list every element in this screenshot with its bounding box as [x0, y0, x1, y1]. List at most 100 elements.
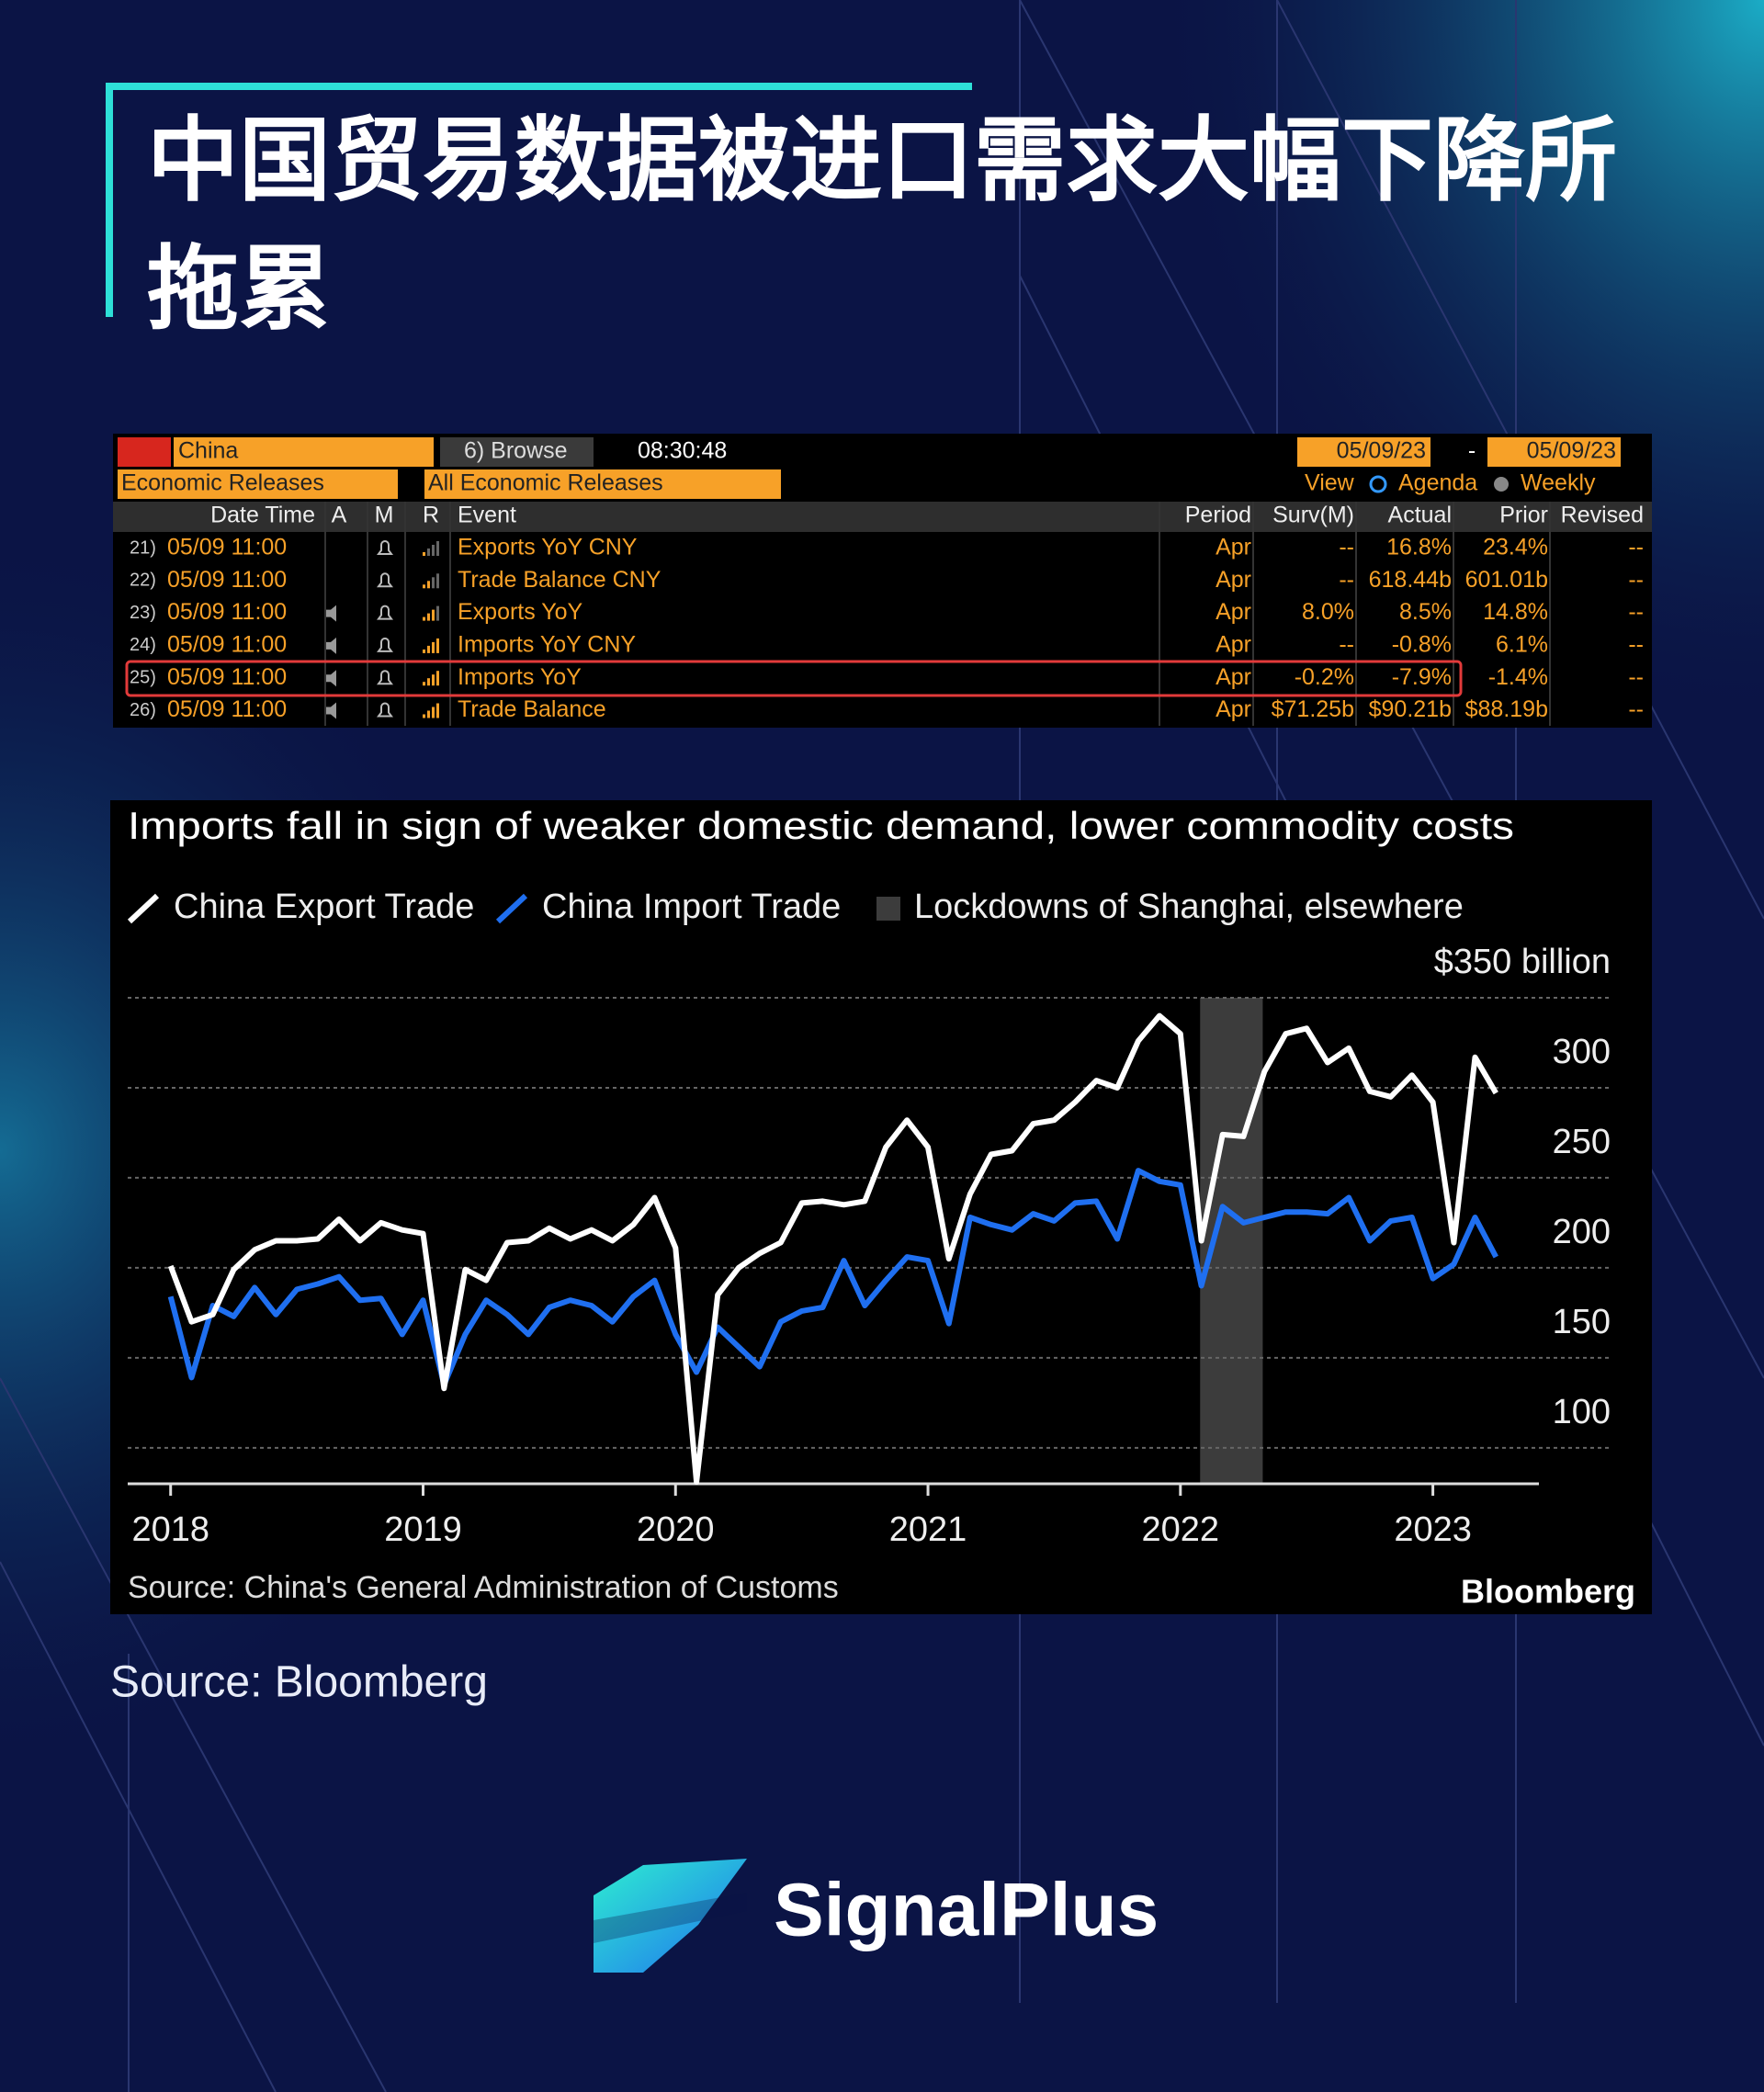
dropdown [424, 469, 781, 499]
flag [118, 437, 171, 467]
x-tick-label: 2019 [384, 1510, 462, 1549]
bars-icon [427, 710, 430, 718]
bars-icon [423, 616, 425, 621]
cell: 24) [130, 635, 156, 655]
bars-icon [436, 573, 439, 589]
cell: 601.01b [1465, 567, 1548, 593]
cell: Trade Balance [458, 696, 606, 722]
y-tick-label: 200 [1553, 1213, 1611, 1251]
column-label: A [332, 503, 347, 528]
cell: -- [1339, 632, 1354, 658]
end-date: 05/09/23 [1527, 438, 1616, 464]
title-bar [106, 83, 113, 317]
dropdown [118, 469, 398, 499]
x-tick-label: 2021 [889, 1510, 967, 1549]
bars-icon [432, 577, 435, 589]
bars-icon [436, 703, 439, 718]
bars-icon [423, 714, 425, 718]
bars-icon [436, 638, 439, 653]
cell: Imports YoY [458, 664, 582, 690]
cell: Trade Balance CNY [458, 567, 662, 593]
shade [1200, 998, 1263, 1484]
series-line [167, 1012, 1498, 1485]
logo-text: SignalPlus [774, 1869, 1159, 1952]
logo-icon [594, 1859, 747, 1973]
cell: 16.8% [1386, 535, 1452, 560]
cell: -- [1628, 632, 1644, 658]
column-label: Surv(M) [1272, 503, 1354, 528]
cell: 23.4% [1483, 535, 1548, 560]
speaker-icon [326, 637, 336, 654]
bars-icon [427, 678, 430, 686]
bars-icon [423, 584, 425, 589]
cell: -0.2% [1295, 664, 1354, 690]
weekly: Weekly [1521, 470, 1596, 496]
speaker-icon [326, 670, 336, 687]
bell-icon [377, 605, 393, 620]
cell: -- [1628, 696, 1644, 722]
view: View [1305, 470, 1355, 496]
cell: Apr [1216, 664, 1251, 690]
cell: $71.25b [1272, 696, 1354, 722]
legend-swatch [876, 897, 900, 921]
cell: Exports YoY [458, 599, 583, 625]
cell: 05/09 11:00 [167, 599, 287, 625]
y-tick-label: 100 [1553, 1393, 1611, 1431]
brand: Bloomberg [1461, 1573, 1635, 1611]
y-tick-label: $350 billion [1434, 943, 1611, 981]
column-label: Period [1185, 503, 1251, 528]
separator: - [1468, 438, 1476, 464]
legend-swatch [495, 893, 528, 924]
cell: -- [1339, 567, 1354, 593]
cell: -0.8% [1392, 632, 1452, 658]
column-label: R [423, 503, 439, 528]
bars-icon [423, 682, 425, 686]
column-label: Event [458, 503, 516, 528]
column-label: Prior [1499, 503, 1548, 528]
button [440, 437, 594, 467]
cell: 8.0% [1302, 599, 1354, 625]
bars-icon [423, 552, 425, 556]
cell: $90.21b [1369, 696, 1452, 722]
radio [1369, 475, 1387, 493]
cell: Apr [1216, 535, 1251, 560]
x-tick-label: 2023 [1394, 1510, 1472, 1549]
bars-icon [432, 707, 435, 718]
legend-label: China Export Trade [174, 888, 474, 926]
x-tick-label: 2018 [131, 1510, 209, 1549]
cell: 05/09 11:00 [167, 696, 287, 722]
bars-icon [432, 674, 435, 686]
cell: 618.44b [1369, 567, 1452, 593]
field [174, 437, 434, 467]
highlight-box [125, 660, 1463, 697]
bars-icon [436, 605, 439, 621]
bell-icon [377, 572, 393, 588]
cell: -- [1628, 535, 1644, 560]
bell-icon [377, 702, 393, 718]
chart-source: Source: China's General Administration o… [128, 1570, 839, 1605]
bars-icon [432, 545, 435, 556]
chart-panel [110, 800, 1652, 1614]
column-label: Actual [1388, 503, 1452, 528]
country: China [178, 438, 238, 464]
cell: Imports YoY CNY [458, 632, 636, 658]
cell: 22) [130, 571, 156, 591]
menu: Economic Releases [121, 470, 324, 496]
cell: 05/09 11:00 [167, 567, 287, 593]
bars-icon [432, 641, 435, 653]
bell-icon [377, 670, 393, 685]
bars-icon [432, 609, 435, 621]
column-label: Revised [1561, 503, 1644, 528]
column-label: M [375, 503, 394, 528]
cell: 21) [130, 537, 156, 558]
cell: -- [1628, 599, 1644, 625]
cell: -- [1628, 567, 1644, 593]
bars-icon [427, 613, 430, 621]
cell: 05/09 11:00 [167, 535, 287, 560]
bars-icon [427, 548, 430, 556]
y-tick-label: 150 [1553, 1303, 1611, 1341]
bars-icon [436, 671, 439, 686]
column-header [113, 502, 1652, 532]
